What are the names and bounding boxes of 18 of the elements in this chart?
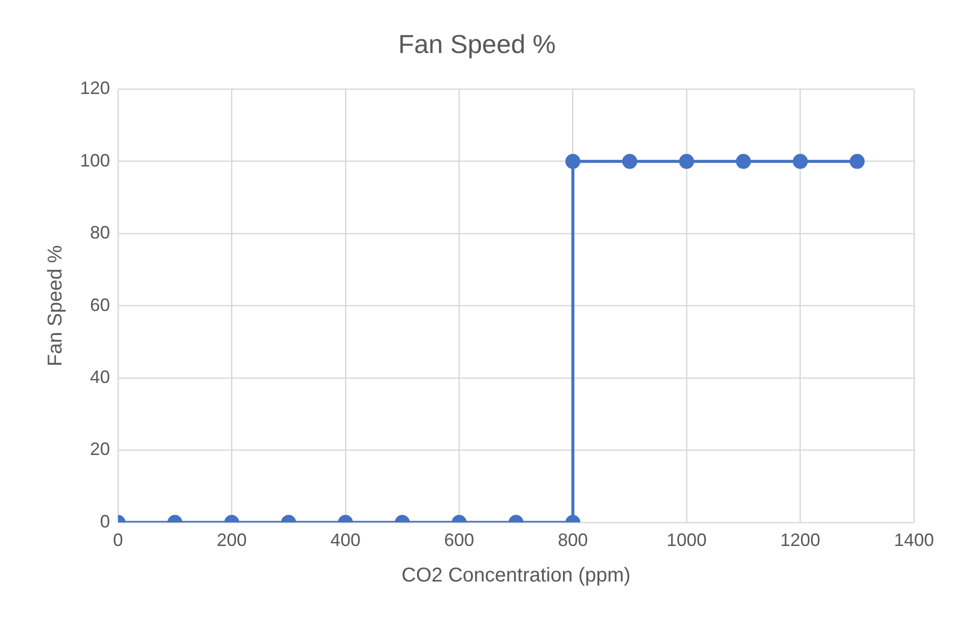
y-tick-label: 60 (90, 294, 110, 315)
x-tick-label: 1400 (894, 530, 934, 550)
x-axis-title: CO2 Concentration (ppm) (402, 564, 631, 587)
x-tick-label: 800 (558, 530, 588, 550)
x-tick-label: 200 (216, 530, 247, 550)
y-tick-label: 80 (90, 222, 110, 243)
x-tick-label: 0 (113, 530, 124, 550)
x-tick-label: 400 (330, 530, 360, 550)
x-tick-label: 600 (444, 530, 474, 550)
y-tick-label: 20 (90, 439, 110, 460)
x-tick-label: 1000 (666, 530, 707, 550)
y-axis-title: Fan Speed % (44, 244, 67, 366)
y-tick-label: 120 (80, 78, 110, 98)
chart-title: Fan Speed % (398, 28, 556, 59)
y-tick-label: 100 (80, 150, 110, 170)
y-tick-label: 40 (90, 366, 110, 387)
y-tick-label: 0 (100, 511, 110, 532)
x-tick-label: 1200 (780, 530, 820, 550)
